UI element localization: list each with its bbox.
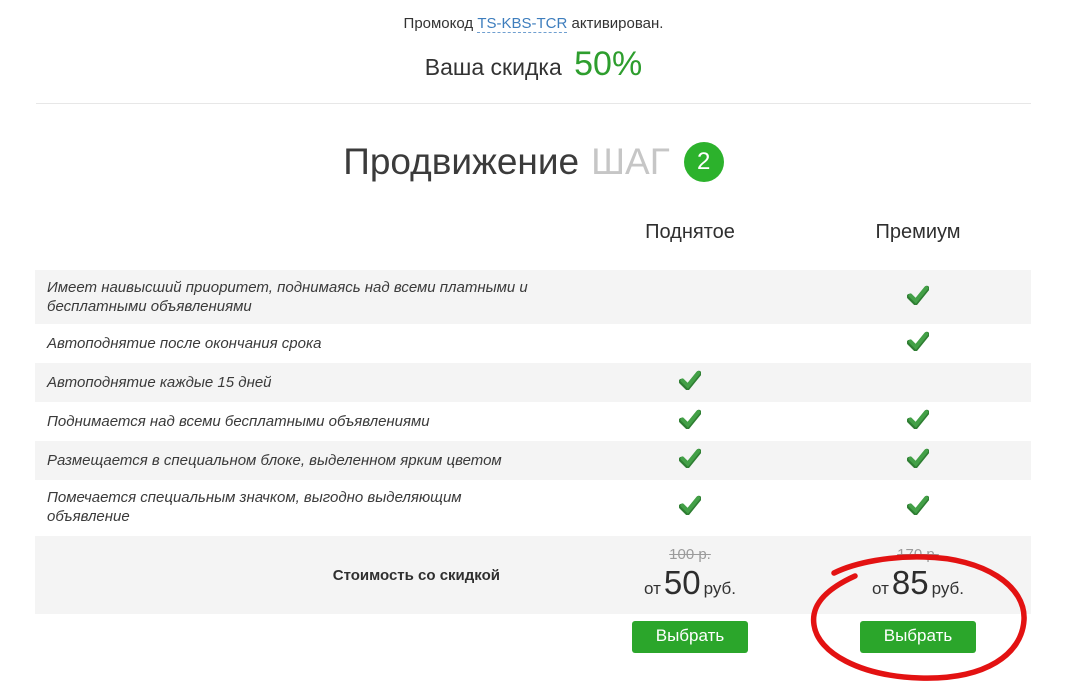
price-cell-premium: 170 р. от85 руб. xyxy=(805,540,1031,610)
checkmark-icon xyxy=(906,285,930,307)
price-label: Стоимость со скидкой xyxy=(332,566,500,584)
checkmark-icon xyxy=(678,448,702,470)
feature-text: Поднимается над всеми бесплатными объявл… xyxy=(47,413,430,430)
check-cell-premium xyxy=(805,331,1031,356)
column-header-raised: Поднятое xyxy=(645,221,735,243)
check-cell-premium xyxy=(805,448,1031,473)
checkmark-icon xyxy=(906,448,930,470)
check-cell-premium xyxy=(805,409,1031,434)
discount-label: Ваша скидка xyxy=(424,54,562,80)
check-cell-premium xyxy=(805,370,1031,395)
feature-row: Имеет наивысший приоритет, поднимаясь на… xyxy=(35,270,1031,324)
promo-activated-line: Промокод TS-KBS-TCR активирован. xyxy=(0,0,1067,33)
check-cell-raised xyxy=(575,285,805,310)
check-cell-raised xyxy=(575,448,805,473)
check-cell-premium xyxy=(805,285,1031,310)
column-headers: Поднятое Премиум xyxy=(35,221,1031,244)
promo-prefix: Промокод xyxy=(403,15,474,32)
discount-value: 50% xyxy=(574,45,643,83)
check-cell-raised xyxy=(575,495,805,520)
title-step-label: ШАГ xyxy=(591,141,670,182)
feature-text: Автоподнятие после окончания срока xyxy=(47,335,322,352)
title-main: Продвижение xyxy=(343,141,580,182)
price-value: 85 xyxy=(891,564,929,601)
discount-line: Ваша скидка 50% xyxy=(0,45,1067,84)
feature-row: Автоподнятие каждые 15 дней xyxy=(35,363,1031,402)
buttons-row: Выбрать Выбрать xyxy=(35,621,1031,653)
check-cell-premium xyxy=(805,495,1031,520)
feature-text: Помечается специальным значком, выгодно … xyxy=(47,489,462,525)
feature-text: Имеет наивысший приоритет, поднимаясь на… xyxy=(47,279,528,315)
price-prefix: от xyxy=(643,579,661,598)
check-cell-raised xyxy=(575,331,805,356)
price-suffix: руб. xyxy=(703,579,736,598)
feature-row: Помечается специальным значком, выгодно … xyxy=(35,480,1031,534)
price-suffix: руб. xyxy=(931,579,964,598)
price-prefix: от xyxy=(871,579,889,598)
new-price-raised: от50 руб. xyxy=(575,564,805,602)
promo-code-link[interactable]: TS-KBS-TCR xyxy=(477,15,568,33)
price-row: Стоимость со скидкой 100 р. от50 руб. 170… xyxy=(35,536,1031,614)
checkmark-icon xyxy=(678,409,702,431)
old-price-premium: 170 р. xyxy=(897,546,939,563)
price-cell-raised: 100 р. от50 руб. xyxy=(575,540,805,610)
select-button-raised[interactable]: Выбрать xyxy=(631,621,749,653)
feature-rows: Имеет наивысший приоритет, поднимаясь на… xyxy=(35,270,1031,653)
checkmark-icon xyxy=(678,495,702,517)
step-number-badge: 2 xyxy=(683,142,724,182)
check-cell-raised xyxy=(575,370,805,395)
checkmark-icon xyxy=(678,370,702,392)
checkmark-icon xyxy=(906,495,930,517)
feature-row: Автоподнятие после окончания срока xyxy=(35,324,1031,363)
feature-row: Поднимается над всеми бесплатными объявл… xyxy=(35,402,1031,441)
new-price-premium: от85 руб. xyxy=(805,564,1031,602)
checkmark-icon xyxy=(906,409,930,431)
checkmark-icon xyxy=(906,331,930,353)
page-title: Продвижение ШАГ 2 xyxy=(0,141,1067,183)
feature-text: Автоподнятие каждые 15 дней xyxy=(47,374,272,391)
column-header-premium: Премиум xyxy=(875,221,961,243)
feature-text: Размещается в специальном блоке, выделен… xyxy=(47,452,502,469)
promo-suffix: активирован. xyxy=(571,15,664,32)
comparison-table: Поднятое Премиум Имеет наивысший приорит… xyxy=(35,221,1031,653)
feature-row: Размещается в специальном блоке, выделен… xyxy=(35,441,1031,480)
price-value: 50 xyxy=(663,564,701,601)
divider xyxy=(36,103,1031,104)
old-price-raised: 100 р. xyxy=(669,546,711,563)
check-cell-raised xyxy=(575,409,805,434)
select-button-premium[interactable]: Выбрать xyxy=(859,621,977,653)
